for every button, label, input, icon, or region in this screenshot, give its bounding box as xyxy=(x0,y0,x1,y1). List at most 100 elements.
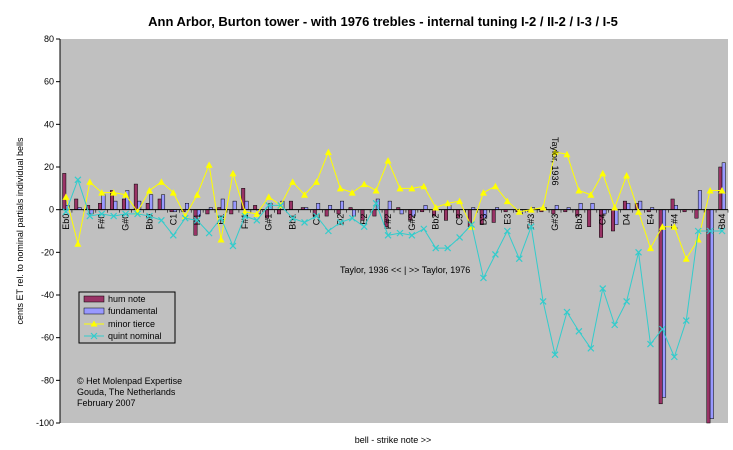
marker-quint-nominal-C2 xyxy=(313,212,320,220)
marker-quint-nominal-G0 xyxy=(110,212,118,220)
marker-quint-nominal-Bb0 xyxy=(146,212,153,220)
x-tick-label: D4 xyxy=(622,214,632,226)
legend-swatch-hum-note xyxy=(83,295,105,303)
marker-quint-nominal-Bb4 xyxy=(718,227,726,235)
bar-fundamental-F4 xyxy=(662,209,667,398)
bar-hum-note-Bb1 xyxy=(288,200,293,210)
bar-hum-note-B0 xyxy=(157,198,162,210)
marker-quint-nominal-D2 xyxy=(336,219,344,226)
bar-fundamental-F1 xyxy=(232,200,237,210)
bar-hum-note-F#4 xyxy=(670,198,675,210)
bar-fundamental-B0 xyxy=(161,194,166,210)
x-tick-label: Bb4 xyxy=(717,214,727,230)
marker-quint-nominal-B2 xyxy=(444,244,452,252)
marker-quint-nominal-Eb0 xyxy=(62,208,70,216)
marker-quint-nominal-F#0 xyxy=(98,210,106,218)
bar-hum-note-D4 xyxy=(622,200,627,210)
x-tick-label: F#1 xyxy=(240,214,250,230)
marker-minor-tierce-F3 xyxy=(515,208,523,215)
marker-minor-tierce-C#1 xyxy=(181,212,189,220)
x-tick-label: G#3 xyxy=(550,214,560,231)
marker-minor-tierce-F#1 xyxy=(241,208,249,215)
marker-minor-tierce-G0 xyxy=(110,189,118,196)
y-tick-label: 20 xyxy=(44,162,54,172)
marker-quint-nominal-Eb2 xyxy=(348,214,356,222)
bar-fundamental-G2 xyxy=(399,209,404,215)
bar-hum-note-A0 xyxy=(133,183,138,210)
marker-quint-nominal-G1 xyxy=(253,216,261,224)
marker-quint-nominal-B3 xyxy=(587,344,595,352)
x-tick-label: Eb0 xyxy=(61,214,71,230)
marker-quint-nominal-F1 xyxy=(229,242,237,250)
x-tick-label: E2 xyxy=(359,214,369,225)
bar-fundamental-A2 xyxy=(423,205,428,210)
marker-quint-nominal-F0 xyxy=(86,212,94,220)
bar-fundamental-C4 xyxy=(602,209,607,215)
x-tick-label: G#1 xyxy=(264,214,274,231)
bar-hum-note-Eb1 xyxy=(205,209,210,215)
line-minor-tierce xyxy=(65,150,723,260)
bar-hum-note-A1 xyxy=(277,209,281,215)
y-tick-label: 60 xyxy=(44,77,54,87)
bar-hum-note-F#0 xyxy=(98,203,102,210)
bar-hum-note-B2 xyxy=(444,209,448,221)
bar-hum-note-C#4 xyxy=(611,209,615,232)
marker-quint-nominal-G#4 xyxy=(694,227,702,235)
bar-hum-note-F1 xyxy=(229,209,234,215)
x-tick-label: Bb3 xyxy=(574,214,584,230)
marker-quint-nominal-E4 xyxy=(647,340,654,348)
x-tick-label: E3 xyxy=(502,214,512,225)
legend-label-minor-tierce: minor tierce xyxy=(108,319,155,329)
marker-minor-tierce-B3 xyxy=(587,191,595,198)
marker-minor-tierce-C4 xyxy=(599,169,607,177)
y-axis-label: cents ET rel. to nominal partials indivi… xyxy=(15,137,25,324)
legend: hum note fundamental minor tierce quint … xyxy=(78,291,176,344)
x-tick-label: C4 xyxy=(598,214,608,226)
bar-hum-note-G1 xyxy=(253,205,258,210)
marker-quint-nominal-Eb4 xyxy=(635,248,642,256)
marker-quint-nominal-F#2 xyxy=(384,231,392,239)
marker-quint-nominal-A3 xyxy=(563,308,571,316)
marker-minor-tierce-Bb1 xyxy=(289,178,297,185)
marker-minor-tierce-G#1 xyxy=(265,193,273,200)
marker-minor-tierce-G2 xyxy=(396,184,404,192)
marker-minor-tierce-F1 xyxy=(229,169,237,177)
credit-line-2: Gouda, The Netherlands xyxy=(77,387,176,397)
marker-minor-tierce-A0 xyxy=(134,208,142,215)
marker-quint-nominal-F#3 xyxy=(527,223,535,231)
bar-fundamental-F#0 xyxy=(101,194,106,210)
plot-area xyxy=(60,39,728,423)
bar-fundamental-C#1 xyxy=(185,203,189,210)
marker-quint-nominal-B1 xyxy=(301,219,308,226)
bar-fundamental-D4 xyxy=(626,203,631,210)
bar-fundamental-G0 xyxy=(113,200,118,210)
x-tick-label: D1 xyxy=(192,214,202,226)
bar-fundamental-F#1 xyxy=(244,200,249,210)
x-tick-label: F#3 xyxy=(526,214,536,230)
marker-minor-tierce-A4 xyxy=(706,186,714,194)
marker-minor-tierce-E3 xyxy=(503,197,511,205)
legend-marker-minor-tierce xyxy=(90,320,98,327)
bar-hum-note-F2 xyxy=(372,209,377,217)
marker-minor-tierce-C#2 xyxy=(324,148,332,156)
bar-fundamental-G#4 xyxy=(697,190,702,210)
marker-quint-nominal-D3 xyxy=(480,274,487,282)
bar-hum-note-F4 xyxy=(658,209,663,405)
x-tick-label: Bb2 xyxy=(431,214,441,230)
bar-hum-note-G#3 xyxy=(551,209,556,215)
marker-quint-nominal-C#1 xyxy=(181,214,189,222)
x-axis-label: bell - strike note >> xyxy=(355,435,432,445)
credit-line-3: February 2007 xyxy=(77,398,136,408)
marker-quint-nominal-G2 xyxy=(396,229,404,237)
x-tick-label: Bb0 xyxy=(144,214,154,230)
marker-minor-tierce-B0 xyxy=(157,178,165,185)
marker-quint-nominal-Bb2 xyxy=(432,244,440,252)
marker-quint-nominal-C#2 xyxy=(324,227,332,235)
bar-fundamental-D2 xyxy=(340,200,344,210)
bar-fundamental-G#3 xyxy=(554,205,559,210)
marker-minor-tierce-E0 xyxy=(74,240,82,247)
marker-minor-tierce-F2 xyxy=(372,186,380,194)
y-tick-label: -20 xyxy=(41,247,54,257)
x-tick-label: C3 xyxy=(455,214,465,226)
